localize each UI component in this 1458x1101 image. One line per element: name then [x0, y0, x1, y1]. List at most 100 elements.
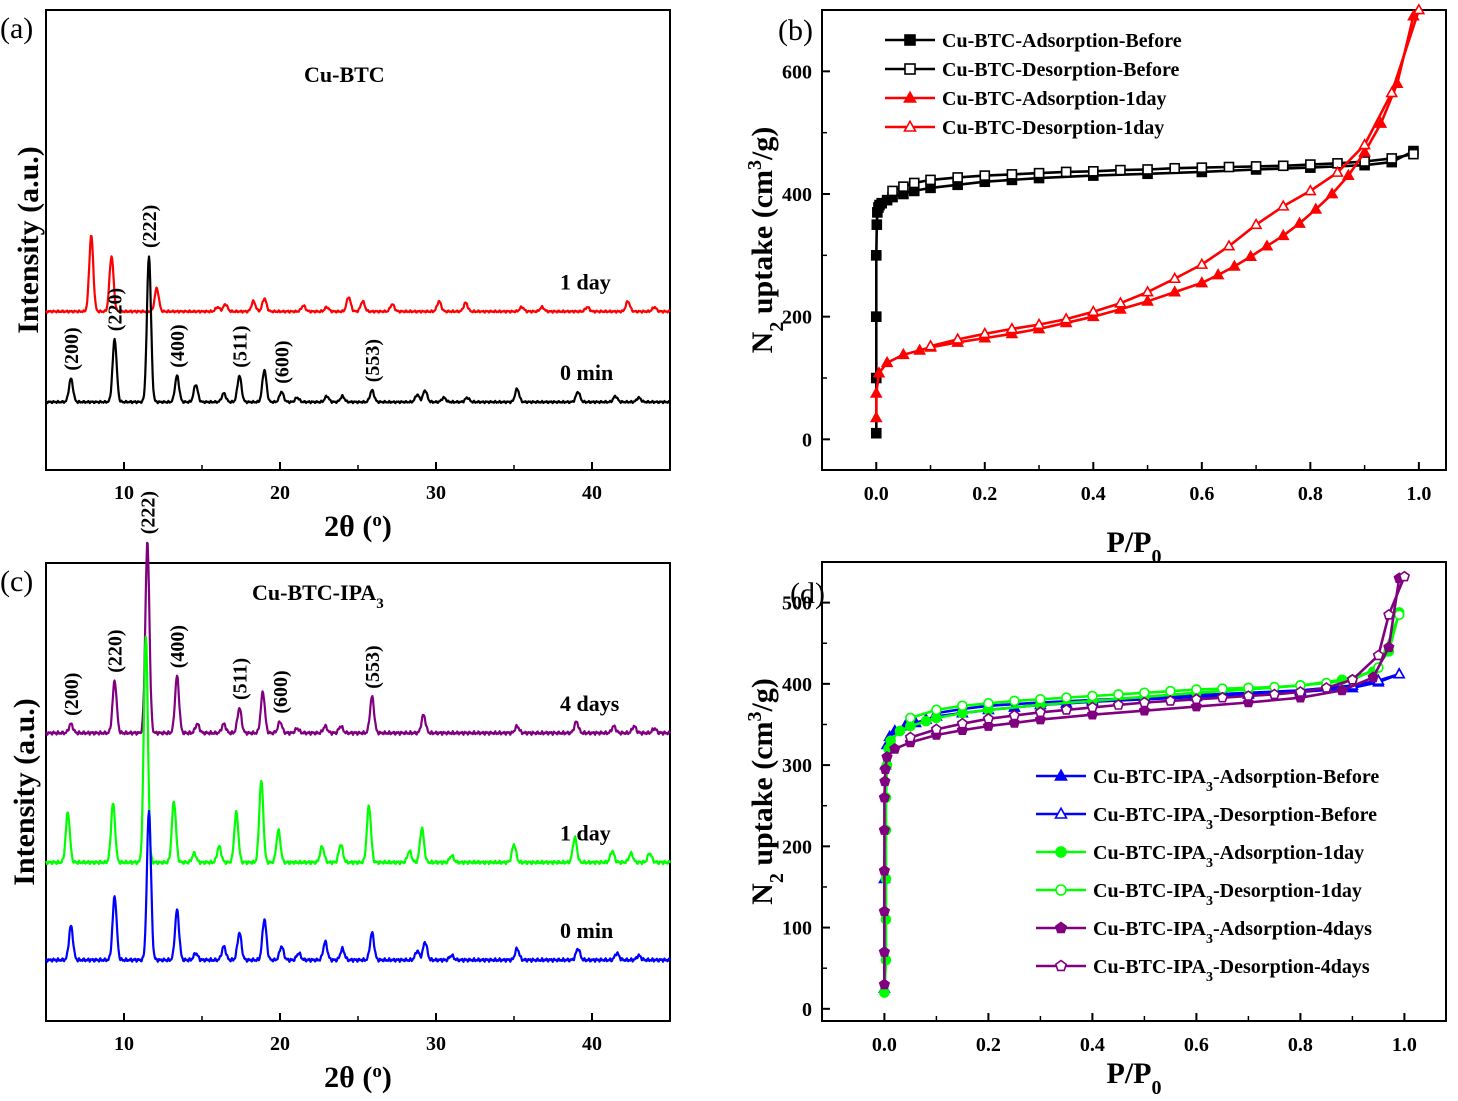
data-point — [870, 250, 882, 261]
x-tick-label: 0.0 — [864, 483, 889, 505]
x-tick-label: 0.6 — [1189, 483, 1214, 505]
data-point — [1383, 641, 1395, 653]
text-span: P/P — [1107, 1057, 1152, 1090]
series-label: 0 min — [560, 360, 613, 385]
x-tick-label: 0.8 — [1298, 483, 1323, 505]
data-point — [1336, 684, 1348, 696]
data-point — [880, 873, 892, 885]
legend-label: Cu-BTC-Adsorption-1day — [942, 88, 1166, 110]
data-point — [1304, 184, 1317, 196]
legend-marker — [904, 34, 916, 46]
data-point — [1142, 164, 1153, 175]
data-point — [1165, 685, 1176, 697]
data-point — [913, 343, 926, 355]
data-point — [878, 978, 891, 990]
x-tick-label: 10 — [114, 1033, 134, 1055]
data-point — [870, 427, 882, 439]
text-span: 3 — [1206, 856, 1213, 871]
data-point — [894, 725, 906, 737]
data-point — [982, 712, 995, 724]
legend-label: Cu-BTC-Desorption-Before — [942, 59, 1180, 81]
peak-annotation: (511) — [229, 658, 251, 700]
x-axis-label: 2θ (o) — [324, 510, 392, 544]
data-point — [1342, 168, 1355, 180]
data-point — [1331, 165, 1344, 177]
data-point — [1359, 156, 1370, 167]
data-point — [878, 864, 891, 876]
data-point — [1060, 703, 1073, 715]
data-point — [1277, 160, 1289, 172]
data-point — [1169, 162, 1180, 174]
y-axis-label: Intensity (a.u.) — [12, 146, 45, 334]
y-tick-label: 400 — [782, 674, 812, 696]
data-point — [908, 177, 920, 189]
data-point — [1196, 162, 1208, 173]
data-point — [956, 717, 969, 729]
data-point — [1211, 268, 1225, 280]
data-point — [951, 332, 964, 344]
data-point — [1141, 294, 1154, 306]
y-tick-label: 600 — [782, 61, 812, 83]
xrd-trace-0 — [45, 541, 672, 736]
series-label: 4 days — [560, 691, 620, 716]
data-point — [869, 386, 883, 398]
y-tick-label: 100 — [782, 918, 812, 940]
legend-marker — [1054, 768, 1068, 781]
y-tick-label: 300 — [782, 755, 812, 777]
data-point — [978, 327, 992, 339]
data-point — [1244, 249, 1257, 261]
text-span: 3 — [744, 712, 766, 722]
x-axis-label: 2θ (o) — [324, 1061, 392, 1095]
data-point — [1168, 271, 1182, 284]
data-point — [1112, 699, 1125, 710]
data-point — [872, 366, 886, 378]
data-point — [1393, 609, 1405, 621]
text-span: Cu-BTC-IPA — [1093, 804, 1207, 826]
data-point — [979, 170, 991, 181]
xrd-trace-1 — [45, 255, 671, 405]
text-span: -Desorption-1day — [1213, 880, 1362, 902]
panel-title: Cu-BTC — [304, 62, 385, 87]
data-point — [1113, 689, 1124, 700]
x-tick-label: 0.2 — [972, 483, 997, 505]
data-point — [879, 763, 892, 775]
panel-c: 10 20 30 40 4 days 1 day 0 min (200) (220) (222) (… — [0, 491, 672, 1095]
data-point — [1222, 239, 1236, 251]
data-point — [1138, 696, 1151, 708]
data-point — [904, 731, 917, 743]
data-point — [1412, 3, 1426, 15]
legend-label: Cu-BTC-IPA3-Desorption-Before — [1093, 804, 1377, 833]
data-point — [1358, 145, 1371, 157]
text-span: ) — [382, 1061, 392, 1094]
text-span: 3 — [1206, 894, 1213, 909]
data-point — [1088, 166, 1099, 177]
text-span: -Adsorption-1day — [1213, 842, 1364, 864]
data-point — [1223, 161, 1235, 173]
data-point — [1305, 159, 1316, 170]
data-point — [1398, 570, 1411, 582]
data-point — [1276, 228, 1290, 241]
isotherm-series-0 — [878, 667, 1406, 993]
text-span: uptake (cm — [746, 170, 779, 322]
text-span: 3 — [1206, 780, 1213, 795]
legend-label: Cu-BTC-IPA3-Adsorption-Before — [1093, 766, 1379, 795]
peak-annotation: (222) — [139, 205, 161, 248]
x-tick-label: 20 — [270, 1033, 290, 1055]
panel-letter: (b) — [778, 14, 813, 47]
legend-label: Cu-BTC-IPA3-Desorption-4days — [1093, 956, 1370, 985]
data-point — [1061, 692, 1072, 703]
data-point — [1006, 169, 1018, 180]
plot-frame — [821, 9, 1447, 471]
data-point — [920, 715, 932, 727]
text-span: N — [746, 331, 779, 353]
x-tick-label: 0.0 — [872, 1034, 897, 1056]
x-tick-label: 30 — [426, 482, 446, 504]
legend-marker — [1054, 959, 1068, 972]
peak-annotation: (200) — [61, 327, 83, 370]
legend-label: Cu-BTC-IPA3-Adsorption-1day — [1093, 842, 1364, 871]
text-span: 2θ ( — [324, 510, 372, 543]
data-point — [931, 704, 942, 716]
y-axis-label: N2 uptake (cm3/g) — [744, 678, 788, 905]
data-point — [1114, 296, 1127, 308]
text-span: -Adsorption-Before — [1213, 766, 1379, 788]
